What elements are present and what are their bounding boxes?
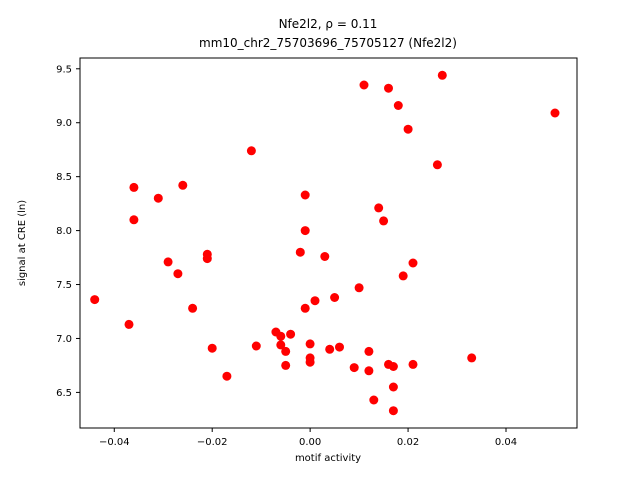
data-point <box>129 215 139 225</box>
data-point <box>330 293 340 302</box>
axes-frame <box>79 57 578 429</box>
data-point <box>432 160 442 170</box>
data-point <box>374 203 384 213</box>
data-point <box>379 216 389 226</box>
data-point <box>202 254 212 264</box>
data-point <box>325 344 335 354</box>
data-point <box>388 362 398 371</box>
data-point <box>403 124 413 134</box>
data-point <box>295 247 305 257</box>
y-tick-label: 7.5 <box>56 280 72 291</box>
data-point <box>286 329 296 339</box>
y-tick-label: 9.0 <box>56 118 72 129</box>
data-point <box>408 359 418 369</box>
y-tick-label: 6.5 <box>56 388 72 399</box>
data-point <box>124 319 134 329</box>
data-point <box>364 346 374 356</box>
data-point <box>300 303 310 313</box>
data-point <box>305 357 315 367</box>
chart-title-line1: Nfe2l2, ρ = 0.11 <box>279 17 378 31</box>
data-point <box>281 346 291 356</box>
data-point <box>173 269 183 279</box>
data-point <box>300 226 310 236</box>
data-point <box>437 70 447 80</box>
x-tick-label: 0.00 <box>299 437 321 448</box>
data-point <box>276 331 286 341</box>
data-point <box>207 343 217 353</box>
data-point <box>369 395 379 405</box>
x-axis-label: motif activity <box>295 453 361 464</box>
data-point <box>281 360 291 370</box>
data-point <box>359 80 369 90</box>
data-point <box>335 342 344 352</box>
data-point <box>393 101 403 110</box>
y-tick-label: 8.5 <box>56 172 72 183</box>
data-point <box>178 180 188 190</box>
data-point <box>251 341 261 351</box>
x-tick-label: −0.02 <box>197 437 228 448</box>
data-point <box>349 363 359 373</box>
data-point <box>384 83 393 93</box>
data-point <box>388 406 398 416</box>
data-point <box>364 366 374 376</box>
data-point <box>310 296 320 306</box>
data-point <box>550 108 560 118</box>
data-point <box>354 283 364 293</box>
data-point <box>129 182 139 192</box>
y-tick-label: 9.5 <box>56 64 72 75</box>
data-point <box>153 193 163 203</box>
data-point <box>300 190 310 200</box>
y-tick-label: 7.0 <box>56 334 72 345</box>
data-point <box>276 340 286 350</box>
x-tick-label: −0.04 <box>99 437 130 448</box>
data-points <box>90 70 560 416</box>
axis-ticks <box>76 68 507 432</box>
chart-title-line2: mm10_chr2_75703696_75705127 (Nfe2l2) <box>199 36 457 50</box>
data-point <box>320 252 330 261</box>
data-point <box>408 258 418 268</box>
data-point <box>467 353 477 363</box>
x-tick-label: 0.02 <box>397 437 419 448</box>
data-point <box>246 146 256 156</box>
data-point <box>90 295 100 305</box>
y-axis-label: signal at CRE (ln) <box>17 200 28 286</box>
data-point <box>398 271 408 281</box>
data-point <box>163 257 173 267</box>
data-point <box>388 382 398 392</box>
y-tick-label: 8.0 <box>56 226 72 237</box>
data-point <box>222 371 232 381</box>
x-tick-label: 0.04 <box>495 437 517 448</box>
axis-tick-labels: −0.04 −0.02 0.00 0.02 0.04 6.5 7.0 7.5 8.0 8.5 9.0… <box>56 64 517 448</box>
data-point <box>188 303 198 313</box>
data-point <box>305 339 315 349</box>
